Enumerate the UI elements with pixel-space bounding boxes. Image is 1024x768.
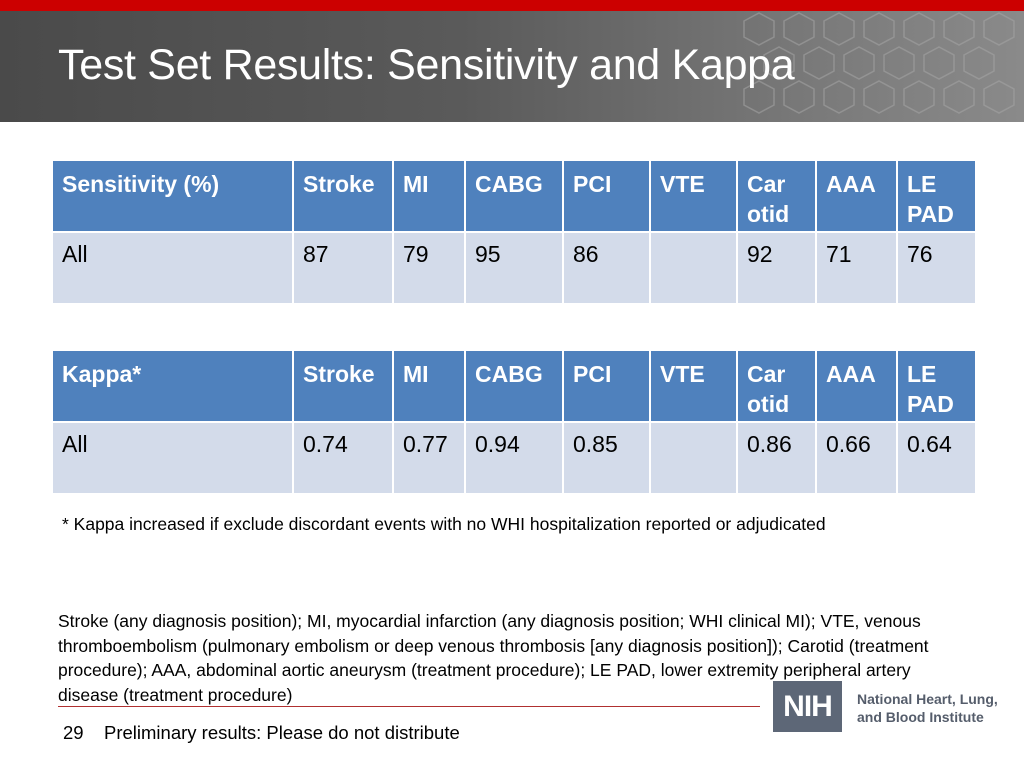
column-header: Car otid [738, 161, 815, 231]
column-header: Stroke [294, 351, 392, 421]
column-header: PCI [564, 161, 649, 231]
column-header: CABG [466, 161, 562, 231]
column-header: AAA [817, 351, 896, 421]
table-cell: 0.64 [898, 423, 975, 493]
table-cell: 76 [898, 233, 975, 303]
table-cell: 71 [817, 233, 896, 303]
table-cell: 0.94 [466, 423, 562, 493]
table-cell: All [53, 233, 292, 303]
table-row: All 87 79 95 86 92 71 76 [53, 233, 975, 303]
column-header: Stroke [294, 161, 392, 231]
column-header: AAA [817, 161, 896, 231]
table-cell [651, 233, 736, 303]
column-header: Car otid [738, 351, 815, 421]
column-header: MI [394, 161, 464, 231]
table-header-row: Sensitivity (%) Stroke MI CABG PCI VTE C… [53, 161, 975, 231]
footer-divider [58, 706, 760, 707]
column-header: LE PAD [898, 351, 975, 421]
abbreviation-definitions: Stroke (any diagnosis position); MI, myo… [58, 611, 929, 705]
table-cell: 86 [564, 233, 649, 303]
column-header: CABG [466, 351, 562, 421]
footer-disclaimer: Preliminary results: Please do not distr… [104, 722, 460, 743]
institute-name: National Heart, Lung, and Blood Institut… [857, 690, 1017, 726]
slide-title: Test Set Results: Sensitivity and Kappa [58, 41, 795, 89]
table-cell: 0.86 [738, 423, 815, 493]
page-number: 29 [63, 722, 84, 743]
table-cell: All [53, 423, 292, 493]
top-accent-bar [0, 0, 1024, 11]
table-cell: 0.74 [294, 423, 392, 493]
table-cell: 0.85 [564, 423, 649, 493]
column-header: Sensitivity (%) [53, 161, 292, 231]
kappa-footnote: * Kappa increased if exclude discordant … [62, 514, 826, 534]
column-header: MI [394, 351, 464, 421]
table-row: All 0.74 0.77 0.94 0.85 0.86 0.66 0.64 [53, 423, 975, 493]
table-cell: 92 [738, 233, 815, 303]
table-cell: 0.77 [394, 423, 464, 493]
kappa-table: Kappa* Stroke MI CABG PCI VTE Car otid A… [51, 349, 977, 495]
hexagon-pattern-decoration [743, 12, 1015, 114]
table-cell: 95 [466, 233, 562, 303]
column-header: VTE [651, 161, 736, 231]
nih-logo-badge: NIH [773, 681, 842, 732]
table-cell: 87 [294, 233, 392, 303]
column-header: VTE [651, 351, 736, 421]
table-cell: 0.66 [817, 423, 896, 493]
table-header-row: Kappa* Stroke MI CABG PCI VTE Car otid A… [53, 351, 975, 421]
title-banner: Test Set Results: Sensitivity and Kappa [0, 11, 1024, 122]
sensitivity-table: Sensitivity (%) Stroke MI CABG PCI VTE C… [51, 159, 977, 305]
column-header: Kappa* [53, 351, 292, 421]
institute-name-line-1: National Heart, Lung, [857, 691, 998, 707]
table-cell [651, 423, 736, 493]
institute-name-line-2: and Blood Institute [857, 709, 984, 725]
table-cell: 79 [394, 233, 464, 303]
column-header: LE PAD [898, 161, 975, 231]
column-header: PCI [564, 351, 649, 421]
